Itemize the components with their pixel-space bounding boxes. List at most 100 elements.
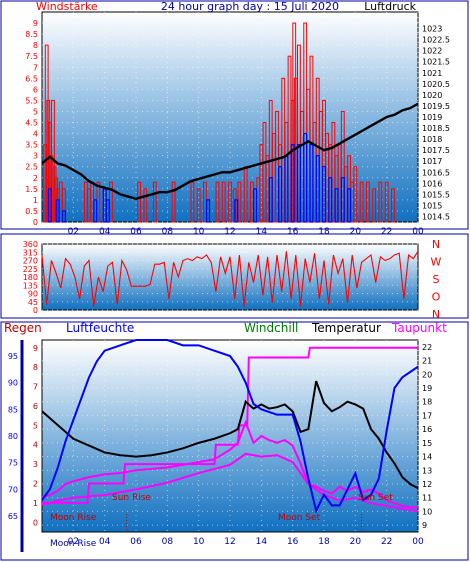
temperature-y-tick-label: 16	[422, 425, 432, 434]
gust-bar	[105, 199, 110, 223]
temperature-y-tick-label: 21	[422, 357, 432, 366]
climate-x-tick-label: 08	[162, 537, 174, 547]
pressure-y-tick-label: 1021	[422, 69, 442, 78]
wind-x-tick-label: 22	[381, 227, 392, 237]
pressure-y-tick-label: 1016.5	[422, 168, 450, 177]
humidity-y-tick-label: 95	[8, 352, 18, 361]
wind-title: Windstärke	[36, 0, 98, 13]
pressure-y-tick-label: 1017	[422, 157, 442, 166]
gust-bar	[61, 210, 66, 223]
gust-bar	[315, 155, 320, 223]
temperature-y-tick-label: 14	[422, 453, 432, 462]
wind-bar	[378, 181, 383, 223]
wind-y-tick-label: 7	[33, 63, 38, 72]
rain-y-tick-label: 9	[33, 344, 38, 353]
pressure-y-tick-label: 1019	[422, 113, 442, 122]
humidity-y-tick-label: 90	[8, 379, 18, 388]
direction-y-tick-label: 360	[23, 240, 38, 249]
climate-x-tick-label: 16	[287, 537, 299, 547]
direction-y-tick-label: 135	[23, 281, 38, 290]
rain-y-tick-label: 5	[33, 421, 38, 430]
gust-bar	[290, 144, 295, 223]
pressure-y-tick-label: 1021.5	[422, 58, 450, 67]
climate-lines	[41, 339, 419, 514]
wind-x-tick-label: 16	[287, 227, 299, 237]
wind-x-tick-label: 08	[162, 227, 174, 237]
climate-x-tick-label: 18	[318, 537, 330, 547]
wind-y-tick-label: 6.5	[25, 74, 38, 83]
wind-x-tick-label: 12	[224, 227, 235, 237]
temperature-y-tick-label: 18	[422, 398, 432, 407]
gust-bar	[206, 199, 211, 223]
wind-y-tick-label: 8.5	[25, 30, 38, 39]
dewpoint-label: Taupunkt	[391, 321, 447, 335]
wind-y-tick-label: 0	[33, 218, 38, 227]
direction-line	[41, 251, 419, 307]
wind-x-tick-label: 04	[99, 227, 111, 237]
moon-rise-annotation: Moon Rise	[50, 513, 97, 523]
temperature-series	[41, 380, 419, 489]
wind-bar	[171, 181, 176, 223]
rain-y-tick-label: 4	[33, 441, 38, 450]
wind-y-tick-label: 1	[33, 196, 38, 205]
wind-x-tick-label: 00	[412, 227, 424, 237]
wind-pressure-frame	[0, 0, 469, 230]
pressure-y-tick-label: 1018	[422, 135, 442, 144]
pressure-line	[41, 102, 419, 201]
humidity-y-tick-label: 85	[8, 405, 18, 414]
wind-y-tick-label: 3	[33, 152, 38, 161]
climate-frame	[0, 321, 469, 561]
rain-series	[42, 346, 418, 504]
climate-x-tick-label: 10	[193, 537, 205, 547]
temperature-y-tick-label: 19	[422, 384, 432, 393]
gust-bar	[296, 144, 301, 223]
pressure-y-tick-label: 1015.5	[422, 190, 450, 199]
wind-bar	[137, 181, 142, 223]
direction-y-tick-label: 180	[23, 273, 38, 282]
humidity-y-tick-label: 65	[8, 512, 18, 521]
graph-title: 24 hour graph day : 15 Juli 2020	[161, 0, 339, 13]
temperature-y-tick-label: 22	[422, 343, 432, 352]
wind-bar	[143, 188, 148, 223]
wind-bar	[221, 181, 226, 223]
humidity-label: Luftfeuchte	[66, 321, 134, 335]
climate-x-tick-label: 02	[68, 537, 79, 547]
compass-label: O	[432, 291, 441, 304]
wind-y-tick-label: 4	[33, 130, 38, 139]
gust-bar	[55, 199, 60, 223]
wind-bar	[196, 188, 201, 223]
gust-bar	[303, 132, 308, 223]
wind-bar	[372, 188, 377, 223]
pressure-y-tick-label: 1022	[422, 47, 442, 56]
wind-y-tick-label: 0.5	[25, 207, 38, 216]
wind-y-tick-label: 9	[33, 19, 38, 28]
climate-x-tick-label: 22	[381, 537, 392, 547]
wind-y-tick-label: 7.5	[25, 52, 38, 61]
pressure-y-tick-label: 1016	[422, 179, 442, 188]
wind-bar	[384, 181, 389, 223]
temperature-y-tick-label: 10	[422, 507, 432, 516]
climate-x-tick-label: 06	[130, 537, 142, 547]
compass-label: N	[432, 308, 440, 321]
gust-bar	[321, 166, 327, 223]
pressure-y-tick-label: 1015	[422, 201, 442, 210]
gust-bar	[93, 199, 98, 223]
gust-bar	[309, 144, 314, 223]
rain-y-tick-label: 8	[33, 363, 38, 372]
sun-rise-annotation: Sun Rise	[112, 493, 151, 503]
pressure-y-tick-label: 1020.5	[422, 80, 450, 89]
direction-y-tick-label: 45	[28, 298, 38, 307]
direction-y-tick-label: 90	[28, 290, 38, 299]
wind-y-tick-label: 3.5	[25, 141, 38, 150]
direction-y-tick-label: 225	[23, 265, 38, 274]
temperature-y-tick-label: 9	[422, 521, 427, 530]
temperature-label: Temperatur	[311, 321, 381, 335]
gust-bar	[268, 177, 273, 223]
climate-x-tick-label: 04	[99, 537, 111, 547]
pressure-y-tick-label: 1014.5	[422, 212, 450, 221]
gust-bar	[347, 188, 352, 223]
wind-y-tick-label: 8	[33, 41, 38, 50]
wind-x-tick-label: 06	[130, 227, 142, 237]
temperature-y-tick-label: 11	[422, 494, 432, 503]
wind-bar	[365, 181, 370, 223]
